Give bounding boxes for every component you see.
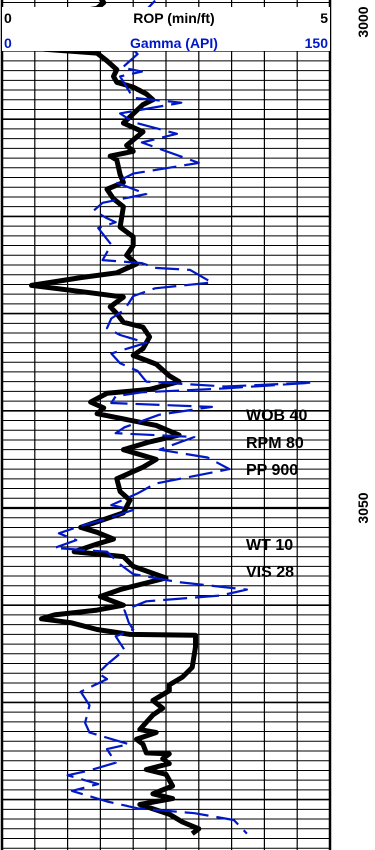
- annotation-label: PP 900: [246, 462, 298, 479]
- depth-label: 3000: [355, 6, 371, 37]
- annotation-label: VIS 28: [246, 564, 294, 581]
- rop-curve: [22, 0, 202, 836]
- header-box: [2, 7, 330, 51]
- gamma-axis-label: Gamma (API): [130, 35, 218, 51]
- rop-min-label: 0: [4, 10, 12, 26]
- gamma-max-label: 150: [305, 35, 329, 51]
- grid-major: [0, 0, 332, 850]
- gamma-curve: [53, 0, 314, 835]
- depth-label: 3050: [355, 492, 371, 523]
- gamma-min-label: 0: [4, 35, 12, 51]
- rop-axis-label: ROP (min/ft): [133, 10, 214, 26]
- log-traces: [22, 0, 314, 836]
- depth-axis: 3000 3050: [355, 6, 371, 523]
- track-header: 0 ROP (min/ft) 5 0 Gamma (API) 150: [2, 7, 330, 51]
- annotation-label: WT 10: [246, 537, 293, 554]
- annotation-label: WOB 40: [246, 408, 307, 425]
- annotations: WOB 40 RPM 80 PP 900 WT 10 VIS 28: [246, 408, 307, 582]
- rop-max-label: 5: [320, 10, 328, 26]
- annotation-label: RPM 80: [246, 435, 304, 452]
